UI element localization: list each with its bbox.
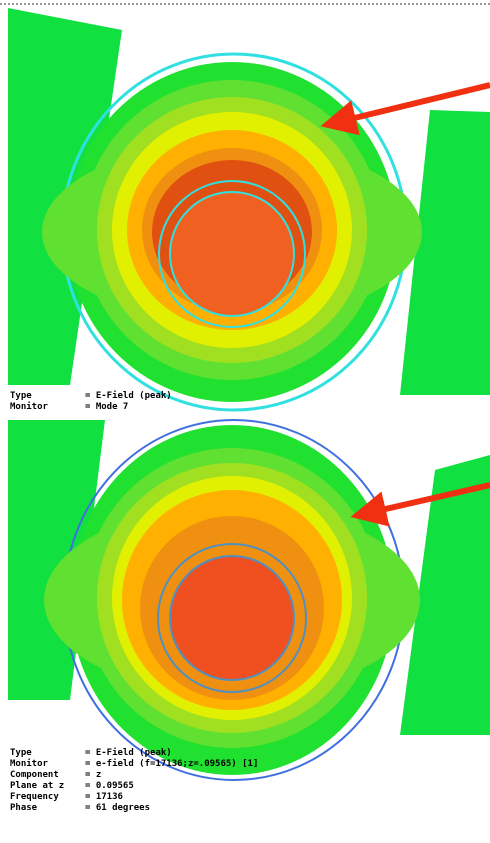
right-block	[400, 455, 490, 735]
field-plot-top	[8, 8, 490, 412]
label-key: Component	[10, 770, 59, 780]
label-value: = E-Field (peak)	[85, 390, 172, 401]
label-key: Monitor	[10, 401, 49, 412]
inner-ring	[157, 543, 307, 693]
arrow	[350, 482, 490, 527]
left-block	[8, 420, 105, 700]
right-block	[400, 110, 490, 395]
label-key: Monitor	[10, 758, 49, 769]
label-key: Frequency	[10, 792, 59, 802]
label-value: = e-field (f=17136;z=.09565) [1]	[85, 758, 258, 769]
label-value: = E-Field (peak)	[85, 747, 172, 758]
label-value: = Mode 7	[85, 402, 128, 412]
label-value: = 0.09565	[85, 781, 134, 791]
inner-ring	[169, 191, 295, 317]
label-value: = 61 degrees	[85, 803, 150, 813]
label-value: = z	[85, 770, 101, 780]
label-key: Type	[10, 748, 32, 758]
label-key: Phase	[10, 803, 38, 813]
legend-text: Type = E-Field (peak) Monitor = e-field (f=…	[10, 747, 258, 813]
field-plot-bottom	[8, 419, 490, 781]
legend-text: Type = E-Field (peak) Monitor = Mode 7	[10, 390, 172, 412]
inner-ring	[169, 555, 295, 681]
label-key: Plane at z	[10, 781, 64, 791]
label-key: Type	[10, 391, 32, 401]
arrow	[320, 82, 490, 136]
inner-ring	[158, 180, 306, 328]
label-value: = 17136	[85, 792, 123, 802]
